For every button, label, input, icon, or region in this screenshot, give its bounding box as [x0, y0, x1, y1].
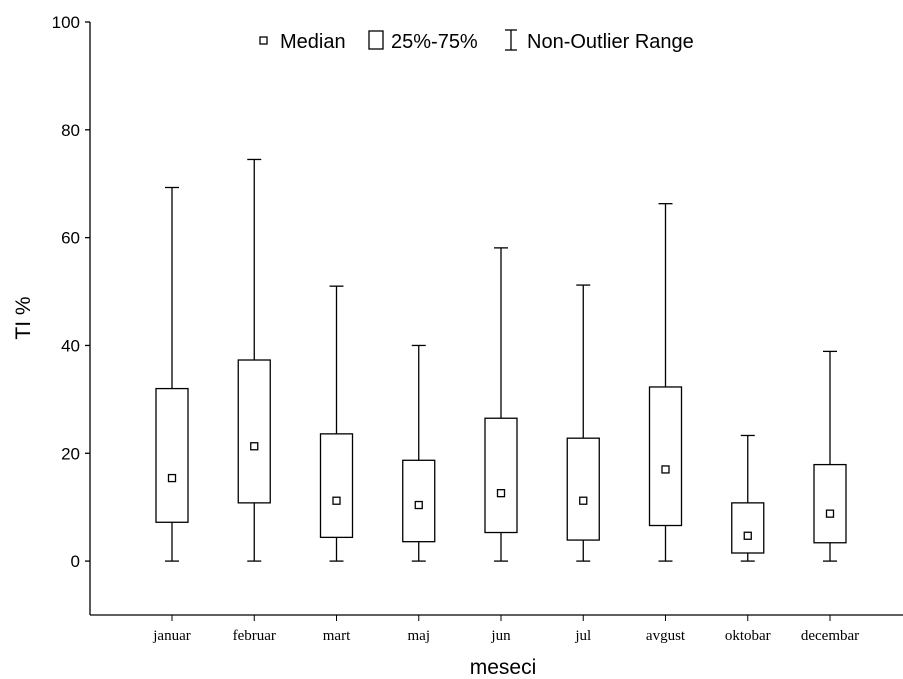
x-tick-label: avgust [646, 628, 686, 644]
legend: Median 25%-75% Non-Outlier Range [259, 29, 694, 53]
y-tick-label: 60 [61, 229, 80, 248]
iqr-box [731, 502, 765, 554]
boxes [155, 158, 847, 562]
x-tick-label: januar [152, 628, 190, 644]
box-group-jun [484, 247, 518, 562]
box-group-jul [566, 284, 600, 562]
median-marker [661, 465, 670, 474]
box-group-oktobar [731, 434, 765, 562]
legend-median-marker [259, 36, 268, 45]
y-tick-label: 80 [61, 121, 80, 140]
legend-whisker-marker [505, 29, 517, 51]
iqr-box [484, 417, 518, 534]
y-tick-label: 100 [52, 13, 80, 32]
y-axis-title: TI % [12, 296, 35, 339]
median-marker [825, 509, 835, 518]
median-marker [743, 531, 752, 540]
x-tick-label: februar [233, 628, 276, 644]
legend-median-label: Median [280, 31, 346, 53]
median-marker [250, 442, 259, 451]
legend-box-marker [368, 30, 384, 50]
iqr-box [813, 463, 847, 544]
axes: 0 20 40 60 80 100 januar februar mart maj jun jul av… [52, 13, 903, 644]
y-tick-label: 40 [61, 336, 80, 355]
box-group-mart [319, 285, 354, 562]
box-group-februar [237, 158, 271, 562]
x-tick-label: maj [408, 628, 431, 644]
y-tick-label: 0 [71, 552, 80, 571]
median-marker [167, 473, 177, 483]
iqr-box [566, 437, 600, 541]
median-marker [332, 496, 341, 505]
x-axis-title: meseci [470, 656, 537, 679]
x-tick-label: jun [490, 628, 511, 644]
box-group-januar [155, 186, 189, 562]
iqr-box [648, 386, 683, 527]
iqr-box [237, 359, 271, 504]
iqr-box [319, 433, 354, 539]
x-tick-label: jul [574, 628, 591, 644]
x-tick-label: oktobar [725, 628, 771, 644]
median-marker [414, 500, 423, 510]
box-group-avgust [648, 203, 683, 562]
iqr-box [155, 387, 189, 523]
box-group-decembar [813, 350, 847, 562]
x-tick-label: decembar [801, 628, 859, 644]
legend-box-label: 25%-75% [391, 31, 478, 53]
y-tick-label: 20 [61, 444, 80, 463]
median-marker [496, 489, 506, 498]
box-group-maj [402, 344, 436, 562]
median-marker [579, 496, 588, 505]
x-tick-label: mart [323, 628, 351, 644]
legend-whisker-label: Non-Outlier Range [527, 31, 694, 53]
